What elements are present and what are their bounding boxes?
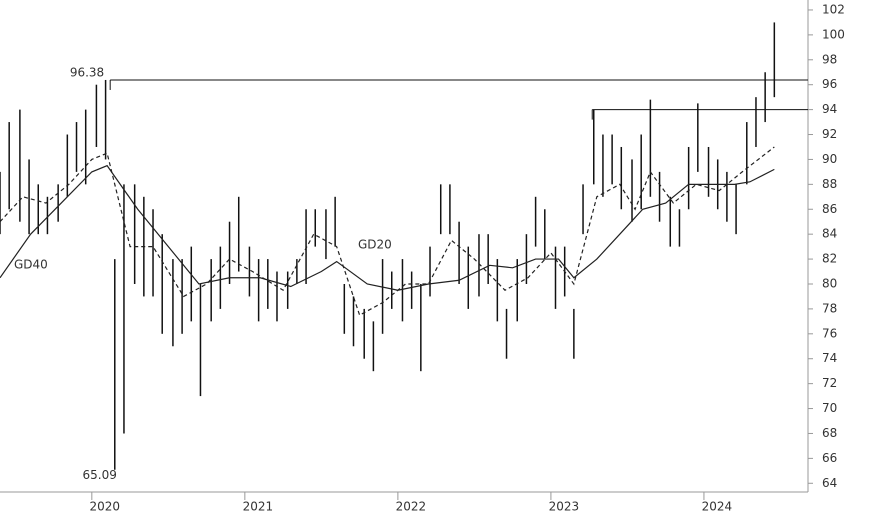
y-tick-label: 96 — [822, 77, 837, 91]
y-tick-label: 80 — [822, 276, 837, 290]
y-tick-label: 64 — [822, 476, 837, 490]
y-tick-label: 74 — [822, 351, 837, 365]
y-tick-label: 84 — [822, 227, 837, 241]
y-tick-label: 72 — [822, 376, 837, 390]
ma-label: GD20 — [358, 238, 392, 252]
y-tick-label: 86 — [822, 202, 837, 216]
y-tick-label: 100 — [822, 27, 845, 41]
y-tick-label: 92 — [822, 127, 837, 141]
x-tick-label: 2021 — [243, 500, 274, 514]
y-tick-label: 88 — [822, 177, 837, 191]
moving-average — [0, 164, 775, 291]
x-tick-label: 2020 — [90, 500, 121, 514]
x-tick-label: 2023 — [549, 500, 580, 514]
x-tick-label: 2022 — [396, 500, 427, 514]
y-tick-label: 82 — [822, 252, 837, 266]
y-tick-label: 78 — [822, 301, 837, 315]
ma-label: GD40 — [14, 258, 48, 272]
y-tick-label: 90 — [822, 152, 837, 166]
y-tick-label: 70 — [822, 401, 837, 415]
moving-average — [0, 146, 775, 316]
y-tick-label: 66 — [822, 451, 837, 465]
low-label: 65.09 — [83, 468, 117, 482]
y-tick-label: 102 — [822, 2, 845, 16]
y-tick-label: 94 — [822, 102, 837, 116]
y-tick-label: 98 — [822, 52, 837, 66]
level-label: 96.38 — [70, 65, 104, 79]
x-tick-label: 2024 — [702, 500, 733, 514]
y-tick-label: 68 — [822, 426, 837, 440]
y-tick-label: 76 — [822, 326, 837, 340]
